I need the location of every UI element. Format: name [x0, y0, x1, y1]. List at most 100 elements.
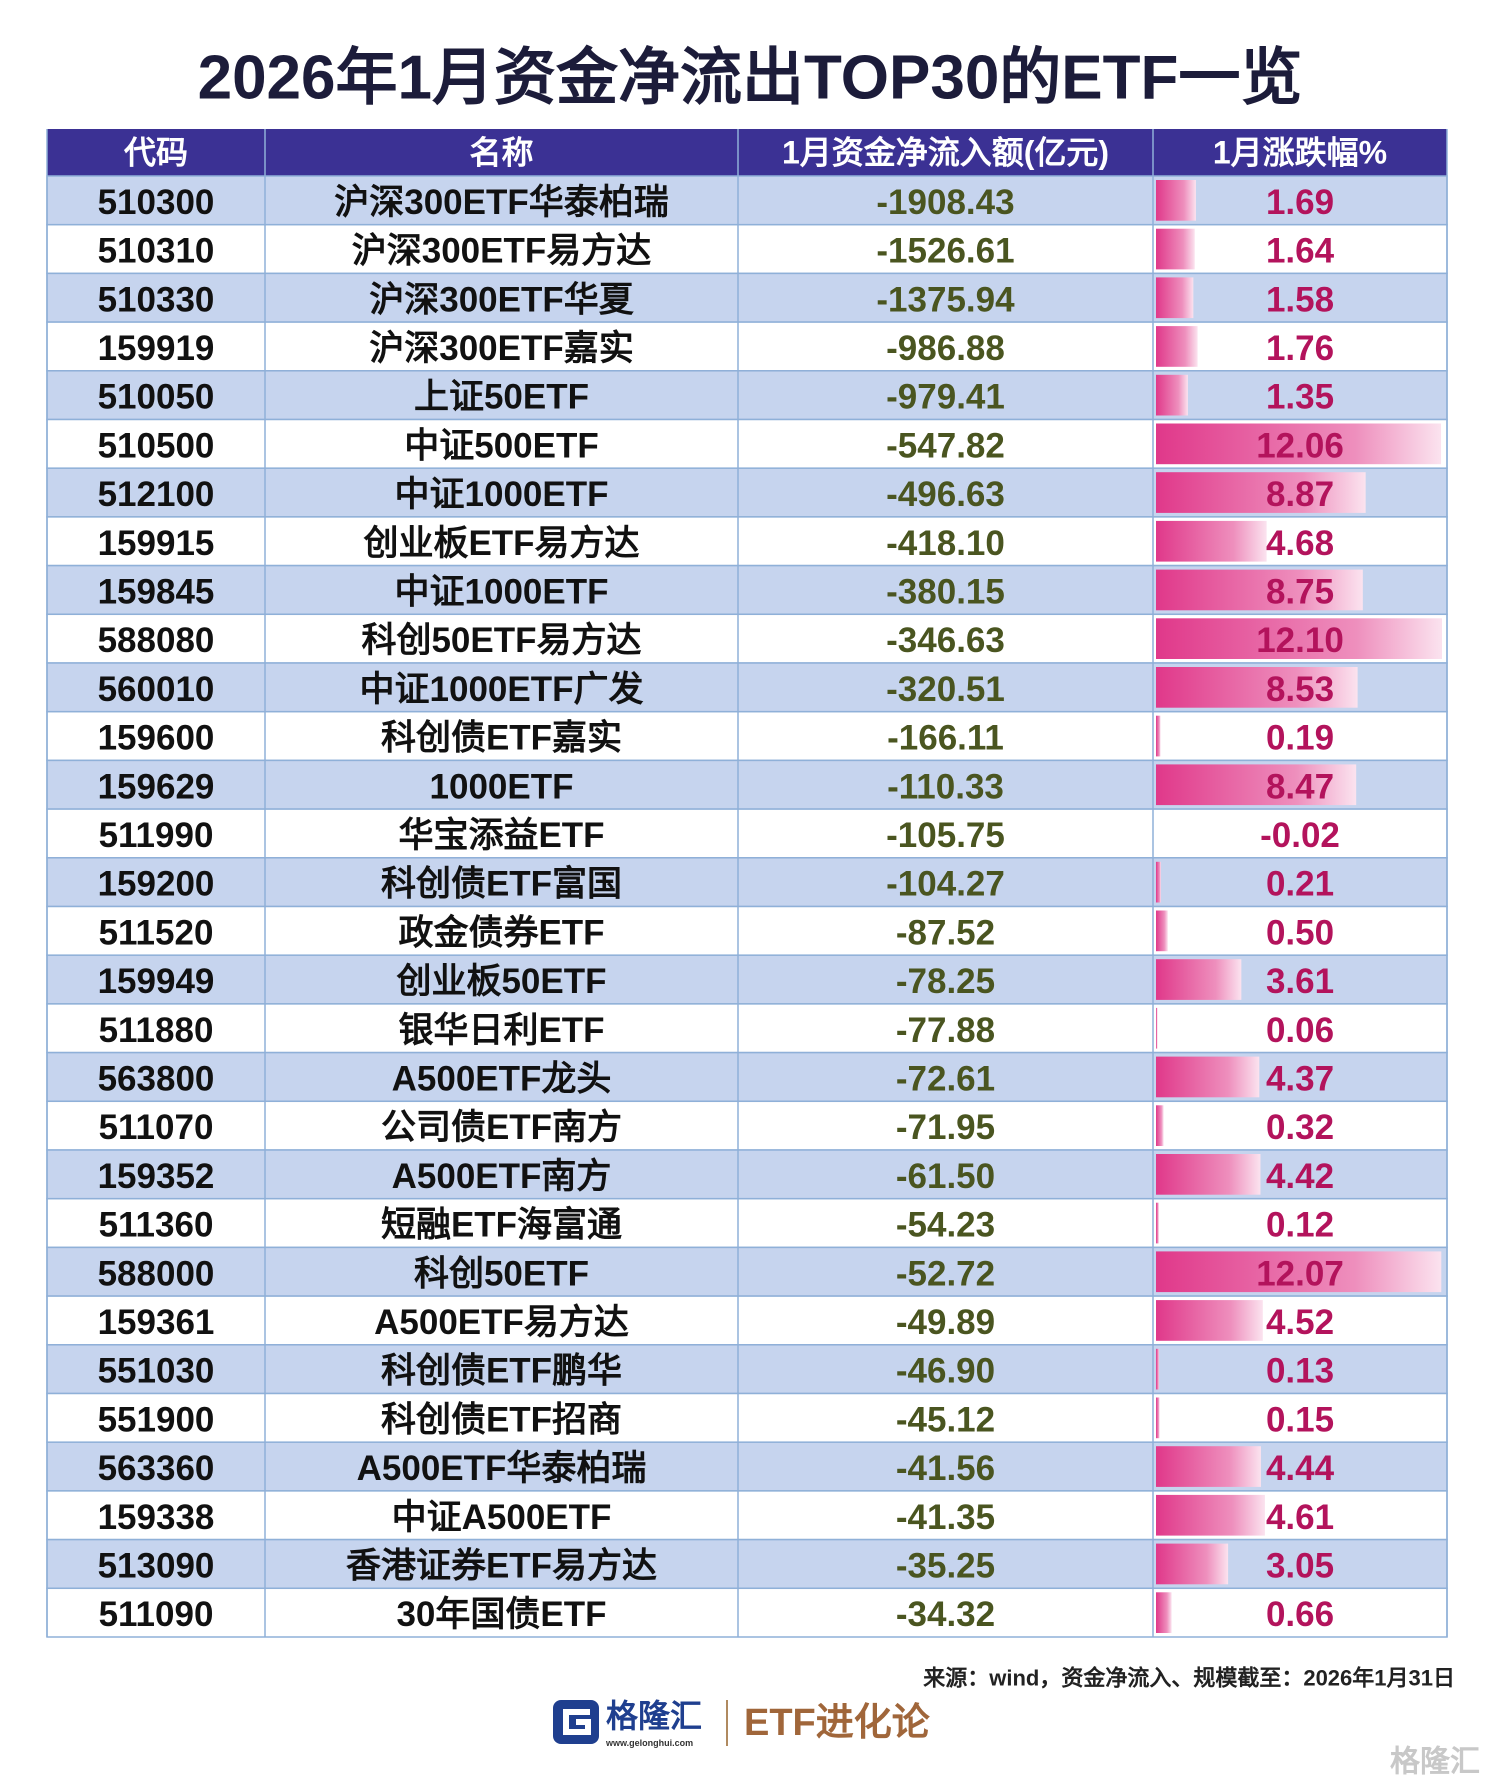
name: 创业板50ETF — [395, 962, 606, 1001]
net-flow: -34.32 — [896, 1595, 995, 1634]
data-bar — [1156, 861, 1161, 903]
net-flow: -1526.61 — [876, 232, 1014, 271]
net-flow: -49.89 — [896, 1303, 995, 1342]
name: 中证1000ETF — [395, 475, 609, 514]
code: 510300 — [98, 183, 215, 222]
change: 8.75 — [1266, 572, 1334, 611]
column-header: 1月资金净流入额(亿元) — [782, 135, 1109, 171]
change: 1.76 — [1266, 329, 1334, 368]
data-bar — [1156, 1543, 1229, 1585]
code: 511520 — [99, 913, 214, 952]
net-flow: -380.15 — [886, 572, 1005, 611]
name: 1000ETF — [430, 767, 574, 806]
code: 511880 — [99, 1011, 214, 1050]
name: A500ETF龙头 — [392, 1059, 612, 1098]
name: 香港证券ETF易方达 — [346, 1546, 657, 1585]
net-flow: -104.27 — [886, 865, 1005, 904]
change: 4.52 — [1266, 1303, 1334, 1342]
change: 1.58 — [1266, 280, 1334, 319]
name: 短融ETF海富通 — [381, 1205, 622, 1245]
data-bar — [1156, 423, 1442, 465]
change: 8.87 — [1266, 475, 1334, 514]
data-bar — [1156, 1007, 1158, 1049]
net-flow: -41.56 — [896, 1449, 995, 1488]
change: 4.37 — [1266, 1059, 1334, 1098]
data-bar — [1156, 1494, 1265, 1536]
name: 中证500ETF — [404, 426, 599, 465]
row-bg — [46, 370, 1448, 421]
name: 科创债ETF招商 — [381, 1400, 622, 1439]
name: 沪深300ETF华夏 — [369, 280, 634, 319]
data-bar — [1156, 472, 1366, 513]
net-flow: -61.50 — [896, 1157, 995, 1196]
name: 科创债ETF嘉实 — [381, 719, 622, 758]
change: 3.05 — [1266, 1546, 1334, 1585]
data-bar — [1156, 520, 1267, 562]
net-flow: -986.88 — [886, 329, 1005, 368]
logo-url: www.gelonghui.com — [605, 1738, 693, 1748]
name: 上证50ETF — [414, 378, 589, 417]
change: 0.21 — [1266, 865, 1334, 904]
code: 511360 — [99, 1206, 214, 1245]
data-bar — [1156, 1056, 1260, 1098]
change: 0.12 — [1266, 1206, 1334, 1245]
code: 511990 — [99, 816, 214, 855]
code: 159338 — [98, 1498, 215, 1537]
header-row — [47, 129, 1447, 176]
name: A500ETF华泰柏瑞 — [357, 1449, 647, 1488]
net-flow: -52.72 — [896, 1254, 995, 1293]
data-bar — [1156, 715, 1161, 757]
change: 0.32 — [1266, 1108, 1334, 1147]
code: 159361 — [98, 1303, 215, 1342]
logo-glyph — [563, 1709, 591, 1735]
change: 1.69 — [1266, 183, 1334, 222]
code: 159600 — [98, 719, 215, 758]
net-flow: -41.35 — [896, 1498, 995, 1537]
data-bar — [1156, 228, 1195, 270]
net-flow: -35.25 — [896, 1546, 995, 1585]
code: 510330 — [98, 280, 215, 319]
code: 159915 — [98, 524, 215, 563]
code: 510310 — [98, 232, 215, 271]
brand: ETF进化论 — [744, 1702, 931, 1744]
net-flow: -45.12 — [896, 1400, 995, 1439]
name: 中证1000ETF广发 — [360, 670, 644, 709]
net-flow: -46.90 — [896, 1352, 995, 1391]
net-flow: -496.63 — [886, 475, 1005, 514]
name: 沪深300ETF易方达 — [352, 232, 652, 271]
name: 政金债券ETF — [398, 912, 604, 952]
data-bar — [1156, 959, 1242, 1000]
net-flow: -979.41 — [886, 378, 1005, 417]
change: 8.53 — [1266, 670, 1334, 709]
title: 2026年1月资金净流出TOP30的ETF一览 — [198, 44, 1303, 113]
net-flow: -105.75 — [886, 816, 1005, 855]
code: 159845 — [98, 572, 215, 611]
net-flow: -418.10 — [886, 524, 1005, 563]
net-flow: -110.33 — [887, 767, 1004, 806]
name: 中证A500ETF — [392, 1498, 612, 1537]
name: 沪深300ETF嘉实 — [369, 329, 634, 368]
code: 511070 — [99, 1108, 214, 1147]
data-bar — [1156, 569, 1363, 611]
code: 510050 — [98, 378, 215, 417]
change: 0.19 — [1266, 719, 1334, 758]
net-flow: -346.63 — [886, 621, 1005, 660]
change: 4.42 — [1266, 1157, 1334, 1196]
data-bar — [1156, 1154, 1261, 1195]
name: 银华日利ETF — [398, 1011, 604, 1050]
data-bar — [1156, 326, 1198, 367]
change: 1.35 — [1266, 378, 1334, 417]
data-bar — [1156, 277, 1194, 319]
net-flow: -1908.43 — [876, 183, 1014, 222]
row-bg — [46, 321, 1448, 372]
row-bg — [46, 1100, 1448, 1151]
data-bar — [1156, 910, 1168, 952]
code: 563360 — [98, 1449, 215, 1488]
row-bg — [46, 1587, 1448, 1638]
net-flow: -72.61 — [896, 1059, 995, 1098]
code: 513090 — [98, 1546, 215, 1585]
code: 512100 — [98, 475, 215, 514]
data-bar — [1156, 1251, 1442, 1293]
